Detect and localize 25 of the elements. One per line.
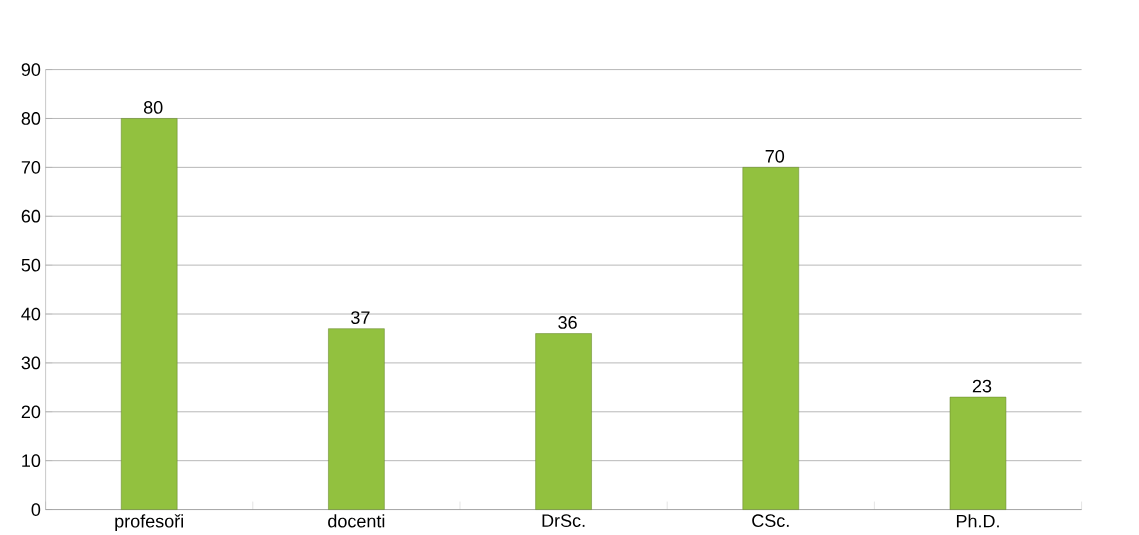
y-tick-label: 50: [21, 258, 41, 272]
y-tick-label: 20: [21, 405, 41, 419]
data-label: 37: [351, 311, 370, 324]
bar: [949, 396, 1007, 510]
data-label: 70: [765, 149, 785, 163]
bar: [535, 333, 592, 510]
y-tick-label: 10: [22, 454, 41, 468]
y-tick-label: 70: [21, 160, 41, 174]
y-tick-label: 90: [21, 63, 41, 76]
data-label: 23: [972, 379, 992, 393]
x-tick-label: docenti: [328, 514, 385, 528]
data-label: 80: [143, 101, 163, 114]
x-tick-label: CSc.: [752, 514, 789, 528]
x-tick-label: profesoři: [115, 514, 183, 532]
bar: [328, 328, 385, 510]
bar: [742, 167, 800, 510]
data-label: 36: [558, 316, 577, 329]
y-tick-label: 0: [31, 503, 41, 516]
x-tick-label: DrSc.: [542, 514, 585, 528]
y-tick-label: 60: [21, 209, 41, 223]
x-tick-label: Ph.D.: [956, 514, 999, 528]
bar: [120, 118, 178, 510]
y-tick-label: 40: [21, 307, 41, 321]
y-tick-label: 30: [21, 356, 41, 370]
y-tick-label: 80: [21, 112, 41, 125]
